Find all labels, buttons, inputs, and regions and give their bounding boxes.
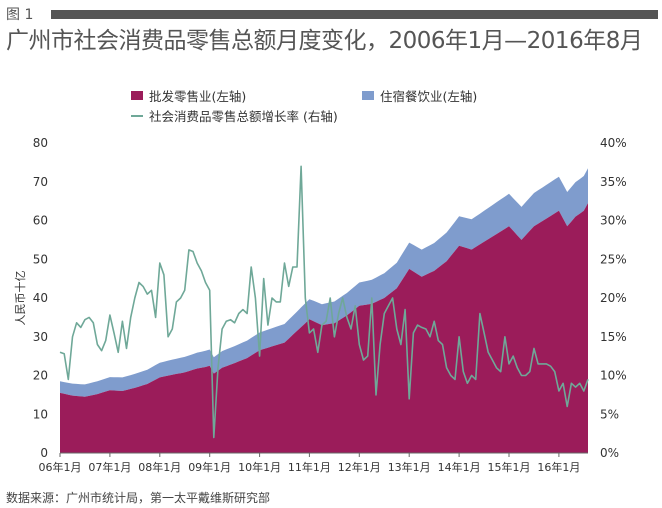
legend-label-accommodation-catering: 住宿餐饮业(左轴) [380,89,478,104]
y-tick-label-left: 40 [33,291,48,305]
line-growth-rate [59,165,589,439]
legend-swatch-accommodation-catering [362,91,374,100]
y-tick-label-left: 80 [33,136,48,150]
legend-item-growth-rate: 社会消费品零售总额增长率 (右轴) [131,106,338,125]
y-tick-label-right: 0% [600,446,619,460]
y-tick-label-right: 35% [600,175,627,189]
x-tick-label: 08年1月 [138,460,181,474]
line-layer [59,165,589,439]
y-tick-label-right: 5% [600,407,619,421]
y-tick-label-right: 30% [600,214,627,228]
x-tick-label: 06年1月 [39,460,82,474]
legend-item-accommodation-catering: 住宿餐饮业(左轴) [362,86,477,105]
y-tick-label-left: 60 [33,214,48,228]
y-tick-label-right: 25% [600,252,627,266]
x-tick-label: 11年1月 [288,460,331,474]
x-tick-label: 16年1月 [537,460,580,474]
y-tick-label-left: 10 [33,407,48,421]
area-layer [60,168,588,453]
legend-label-growth-rate: 社会消费品零售总额增长率 (右轴) [149,109,338,124]
x-tick-label: 12年1月 [338,460,381,474]
y-tick-label-left: 50 [33,252,48,266]
figure-label: 图 1 [6,7,34,23]
x-tick-label: 10年1月 [238,460,281,474]
y-tick-label-right: 15% [600,330,627,344]
y-tick-label-left: 30 [33,330,48,344]
y-tick-label-left: 20 [33,369,48,383]
y-tick-label-right: 40% [600,136,627,150]
legend-label-wholesale-retail: 批发零售业(左轴) [149,89,247,104]
legend-item-wholesale-retail: 批发零售业(左轴) [131,86,246,105]
legend-swatch-growth-rate [131,114,143,117]
y-tick-label-right: 10% [600,369,627,383]
y-tick-label-left: 70 [33,175,48,189]
area-accommodation-catering [60,168,588,397]
data-source: 数据来源：广州市统计局，第一太平戴维斯研究部 [6,491,271,505]
chart-title: 广州市社会消费品零售总额月度变化，2006年1月—2016年8月 [6,28,643,54]
legend-swatch-wholesale-retail [131,91,143,100]
x-tick-label: 09年1月 [188,460,231,474]
y-axis-label-left: 人民币十亿 [13,271,27,326]
x-tick-label: 15年1月 [488,460,531,474]
area-wholesale-retail [60,203,588,453]
axis-layer: 0 10 20 30 40 50 60 70 80 0% 5% 10% 15% 20% 25% 30% 35% 4… [33,136,627,474]
x-tick-label: 07年1月 [88,460,131,474]
y-tick-label-right: 20% [600,291,627,305]
x-tick-label: 13年1月 [388,460,431,474]
x-tick-label: 14年1月 [438,460,481,474]
y-tick-label-left: 0 [40,446,48,460]
figure-header-rule [51,10,658,19]
